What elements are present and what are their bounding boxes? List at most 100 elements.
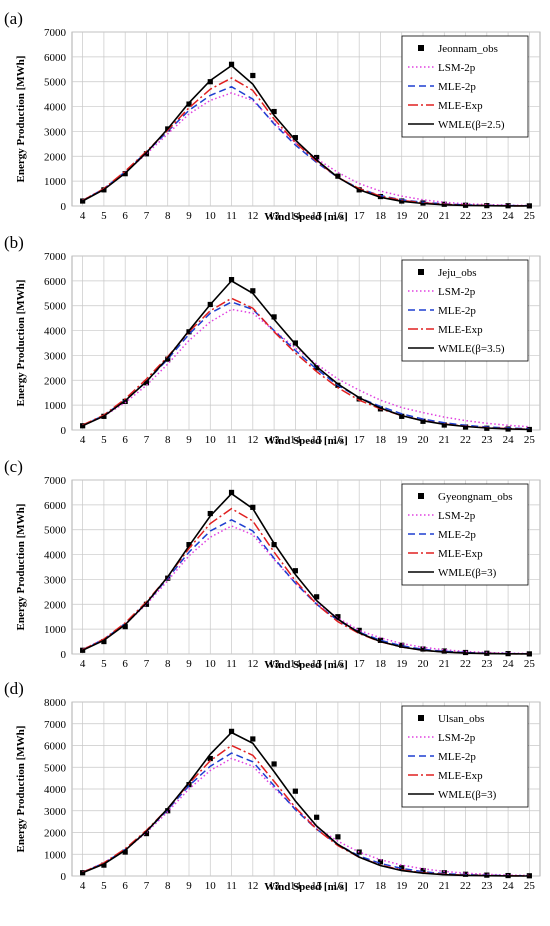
- x-tick-label: 24: [503, 658, 515, 670]
- y-tick-label: 0: [61, 871, 67, 883]
- series-line-wmle-3-5-: [82, 279, 530, 431]
- y-tick-label: 4000: [44, 550, 67, 562]
- x-tick-label: 14: [290, 434, 302, 446]
- legend-label: WMLE(β=3): [438, 567, 497, 579]
- x-tick-label: 24: [503, 880, 515, 892]
- x-tick-label: 4: [80, 658, 86, 670]
- y-axis-label: Energy Production [MWh]: [15, 280, 27, 407]
- x-tick-label: 11: [226, 434, 237, 446]
- obs-point: [335, 834, 341, 840]
- x-tick-label: 12: [247, 210, 258, 222]
- x-axis-label: Wind Speed [m/s]: [264, 881, 348, 892]
- obs-point: [250, 504, 256, 510]
- y-tick-label: 5000: [44, 762, 67, 774]
- x-tick-label: 19: [396, 210, 408, 222]
- obs-point: [271, 108, 277, 115]
- y-tick-label: 8000: [44, 697, 67, 709]
- obs-point: [377, 859, 384, 865]
- legend-marker: [418, 493, 424, 499]
- obs-point: [122, 624, 128, 630]
- series-line-mle-exp: [82, 297, 530, 431]
- x-tick-label: 7: [144, 658, 150, 670]
- legend-label: LSM-2p: [438, 732, 476, 744]
- obs-point: [420, 867, 426, 874]
- x-tick-label: 8: [165, 210, 171, 222]
- y-tick-label: 7000: [44, 251, 67, 263]
- y-tick-label: 4000: [44, 326, 67, 338]
- series-line-lsm-2p: [82, 525, 530, 655]
- y-tick-label: 7000: [44, 475, 67, 487]
- y-tick-label: 3000: [44, 574, 67, 586]
- panel-label: (b): [4, 233, 24, 252]
- y-axis-label: Energy Production [MWh]: [15, 56, 27, 183]
- obs-point: [228, 277, 235, 283]
- obs-point: [143, 830, 150, 837]
- x-tick-label: 9: [186, 658, 192, 670]
- x-tick-label: 20: [418, 434, 430, 446]
- obs-point: [356, 396, 362, 402]
- x-tick-label: 25: [524, 434, 536, 446]
- x-tick-label: 6: [122, 880, 128, 892]
- x-tick-label: 21: [439, 880, 450, 892]
- obs-point: [335, 614, 341, 620]
- obs-point: [228, 728, 235, 734]
- x-tick-label: 9: [186, 434, 192, 446]
- x-tick-label: 25: [524, 880, 536, 892]
- x-tick-label: 25: [524, 210, 536, 222]
- x-tick-label: 9: [186, 210, 192, 222]
- x-tick-label: 11: [226, 210, 237, 222]
- x-tick-label: 13: [269, 880, 281, 892]
- x-tick-label: 14: [290, 658, 302, 670]
- y-tick-label: 1000: [44, 176, 67, 188]
- obs-point: [250, 72, 256, 79]
- x-tick-label: 17: [354, 658, 366, 670]
- x-tick-label: 10: [205, 434, 217, 446]
- x-tick-label: 9: [186, 880, 192, 892]
- y-tick-label: 5000: [44, 525, 67, 537]
- obs-point: [250, 288, 256, 294]
- obs-point: [186, 101, 192, 107]
- x-tick-label: 15: [311, 658, 323, 670]
- x-tick-label: 10: [205, 658, 217, 670]
- y-tick-label: 0: [61, 201, 67, 213]
- x-tick-label: 22: [460, 434, 471, 446]
- x-tick-label: 4: [80, 434, 86, 446]
- series-line-wmle-3-: [82, 492, 530, 655]
- legend-marker: [418, 45, 424, 51]
- y-tick-label: 5000: [44, 77, 67, 89]
- obs-point: [101, 638, 107, 645]
- obs-point: [250, 736, 256, 742]
- legend-label: MLE-Exp: [438, 324, 483, 336]
- x-tick-label: 14: [290, 880, 302, 892]
- y-tick-label: 4000: [44, 102, 67, 114]
- obs-point: [207, 79, 213, 85]
- legend-label: Jeonnam_obs: [438, 43, 498, 55]
- x-tick-label: 19: [396, 658, 408, 670]
- x-tick-label: 10: [205, 880, 217, 892]
- x-tick-label: 5: [101, 658, 107, 670]
- x-tick-label: 5: [101, 434, 107, 446]
- x-tick-label: 12: [247, 434, 258, 446]
- legend-label: MLE-2p: [438, 529, 476, 541]
- obs-point: [228, 61, 235, 67]
- legend-label: MLE-2p: [438, 305, 476, 317]
- x-tick-label: 14: [290, 210, 302, 222]
- x-tick-label: 21: [439, 210, 450, 222]
- x-tick-label: 15: [311, 880, 323, 892]
- y-tick-label: 2000: [44, 375, 67, 387]
- obs-point: [207, 510, 213, 517]
- y-tick-label: 2000: [44, 599, 67, 611]
- y-tick-label: 5000: [44, 301, 67, 313]
- y-tick-label: 3000: [44, 126, 67, 138]
- chart-panel-2: (b) 0 1000 2000 3000 4000 5000 6000 7000 4 5 6 7 8 9 10…: [4, 233, 541, 446]
- obs-point: [377, 637, 384, 643]
- obs-point: [441, 648, 447, 654]
- obs-point: [314, 365, 320, 371]
- obs-point: [292, 568, 298, 574]
- y-tick-label: 3000: [44, 350, 67, 362]
- x-tick-label: 18: [375, 434, 387, 446]
- y-tick-label: 7000: [44, 719, 67, 731]
- y-tick-label: 6000: [44, 500, 67, 512]
- x-tick-label: 7: [144, 210, 150, 222]
- obs-point: [228, 489, 235, 496]
